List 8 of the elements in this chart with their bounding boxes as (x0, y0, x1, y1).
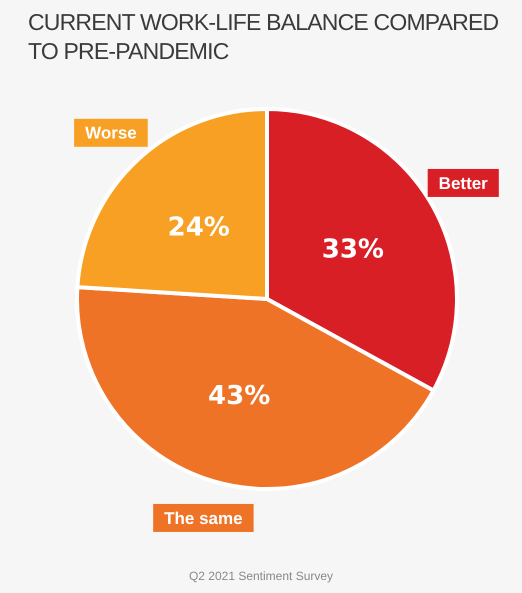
data-label: 43% (208, 380, 270, 411)
data-label: 24% (168, 212, 230, 242)
data-label: 33% (322, 234, 384, 264)
slice-label: The same (164, 508, 243, 528)
text: Q2 2021 Sentiment Survey (188, 569, 334, 583)
slice-label: Worse (85, 124, 137, 143)
chart-title: CURRENT WORK-LIFE BALANCE COMPARED TO PRE-PANDEMIC (28, 9, 499, 64)
slice-label: Better (438, 174, 488, 193)
